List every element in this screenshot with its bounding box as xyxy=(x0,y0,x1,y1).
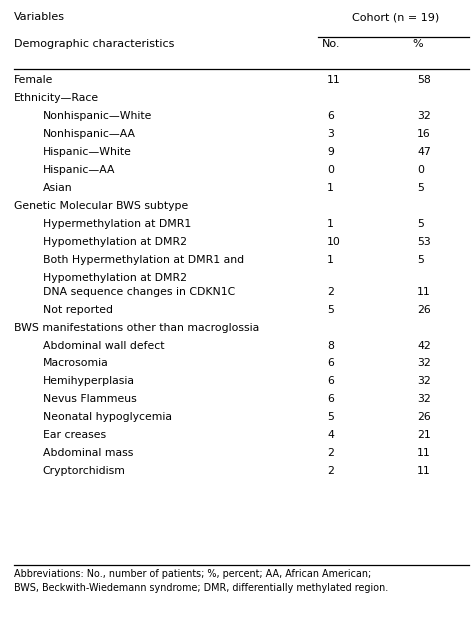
Text: 8: 8 xyxy=(327,341,334,350)
Text: Nevus Flammeus: Nevus Flammeus xyxy=(43,394,137,404)
Text: Hypermethylation at DMR1: Hypermethylation at DMR1 xyxy=(43,219,191,229)
Text: Hispanic—White: Hispanic—White xyxy=(43,147,131,157)
Text: 32: 32 xyxy=(417,111,431,121)
Text: 11: 11 xyxy=(417,466,431,476)
Text: 5: 5 xyxy=(417,183,424,193)
Text: 16: 16 xyxy=(417,129,431,139)
Text: Both Hypermethylation at DMR1 and: Both Hypermethylation at DMR1 and xyxy=(43,255,244,265)
Text: 2: 2 xyxy=(327,287,334,297)
Text: 0: 0 xyxy=(417,165,424,175)
Text: 4: 4 xyxy=(327,430,334,440)
Text: %: % xyxy=(412,39,423,49)
Text: Variables: Variables xyxy=(14,12,65,22)
Text: 32: 32 xyxy=(417,394,431,404)
Text: Cohort (n = 19): Cohort (n = 19) xyxy=(352,12,439,22)
Text: 42: 42 xyxy=(417,341,431,350)
Text: Nonhispanic—White: Nonhispanic—White xyxy=(43,111,152,121)
Text: Hypomethylation at DMR2: Hypomethylation at DMR2 xyxy=(43,237,187,247)
Text: Ethnicity—Race: Ethnicity—Race xyxy=(14,93,100,103)
Text: Genetic Molecular BWS subtype: Genetic Molecular BWS subtype xyxy=(14,201,189,211)
Text: DNA sequence changes in CDKN1C: DNA sequence changes in CDKN1C xyxy=(43,287,235,297)
Text: 11: 11 xyxy=(327,75,341,85)
Text: 5: 5 xyxy=(417,255,424,265)
Text: 2: 2 xyxy=(327,448,334,458)
Text: 6: 6 xyxy=(327,358,334,368)
Text: 32: 32 xyxy=(417,358,431,368)
Text: 21: 21 xyxy=(417,430,431,440)
Text: Abdominal mass: Abdominal mass xyxy=(43,448,133,458)
Text: Hispanic—AA: Hispanic—AA xyxy=(43,165,115,175)
Text: 6: 6 xyxy=(327,394,334,404)
Text: Not reported: Not reported xyxy=(43,305,113,315)
Text: 2: 2 xyxy=(327,466,334,476)
Text: 3: 3 xyxy=(327,129,334,139)
Text: Hypomethylation at DMR2: Hypomethylation at DMR2 xyxy=(43,273,187,282)
Text: 5: 5 xyxy=(327,412,334,422)
Text: Demographic characteristics: Demographic characteristics xyxy=(14,39,174,49)
Text: 26: 26 xyxy=(417,412,431,422)
Text: 1: 1 xyxy=(327,255,334,265)
Text: 9: 9 xyxy=(327,147,334,157)
Text: 0: 0 xyxy=(327,165,334,175)
Text: 11: 11 xyxy=(417,448,431,458)
Text: 10: 10 xyxy=(327,237,341,247)
Text: 26: 26 xyxy=(417,305,431,315)
Text: 58: 58 xyxy=(417,75,431,85)
Text: Abdominal wall defect: Abdominal wall defect xyxy=(43,341,164,350)
Text: 6: 6 xyxy=(327,111,334,121)
Text: Female: Female xyxy=(14,75,54,85)
Text: 53: 53 xyxy=(417,237,431,247)
Text: BWS manifestations other than macroglossia: BWS manifestations other than macrogloss… xyxy=(14,323,259,332)
Text: 1: 1 xyxy=(327,183,334,193)
Text: 1: 1 xyxy=(327,219,334,229)
Text: Nonhispanic—AA: Nonhispanic—AA xyxy=(43,129,136,139)
Text: Cryptorchidism: Cryptorchidism xyxy=(43,466,126,476)
Text: 47: 47 xyxy=(417,147,431,157)
Text: 5: 5 xyxy=(327,305,334,315)
Text: Asian: Asian xyxy=(43,183,72,193)
Text: No.: No. xyxy=(322,39,341,49)
Text: 5: 5 xyxy=(417,219,424,229)
Text: Abbreviations: No., number of patients; %, percent; AA, African American;
BWS, B: Abbreviations: No., number of patients; … xyxy=(14,569,389,593)
Text: 11: 11 xyxy=(417,287,431,297)
Text: Macrosomia: Macrosomia xyxy=(43,358,109,368)
Text: Ear creases: Ear creases xyxy=(43,430,106,440)
Text: 6: 6 xyxy=(327,376,334,386)
Text: 32: 32 xyxy=(417,376,431,386)
Text: Hemihyperplasia: Hemihyperplasia xyxy=(43,376,135,386)
Text: Neonatal hypoglycemia: Neonatal hypoglycemia xyxy=(43,412,172,422)
